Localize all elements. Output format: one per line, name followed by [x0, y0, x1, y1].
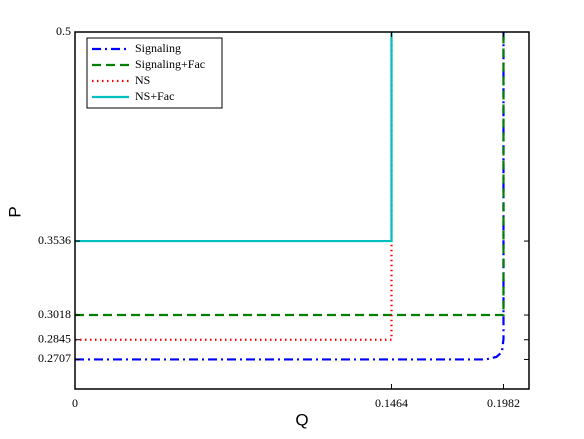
legend-label: Signaling: [135, 41, 181, 55]
series-line: [75, 32, 393, 341]
y-tick-label: 0.2845: [38, 331, 71, 345]
y-tick-label: 0.2707: [38, 351, 71, 365]
x-tick-label: 0.1982: [487, 396, 520, 410]
y-tick-label: 0.3536: [38, 233, 71, 247]
legend-label: Signaling+Fac: [135, 57, 205, 71]
series-line: [75, 32, 505, 317]
legend-label: NS: [135, 73, 150, 87]
y-tick-label: 0.3018: [38, 307, 71, 321]
y-tick-label: 0.5: [56, 24, 71, 38]
x-tick-label: 0: [72, 396, 78, 410]
x-axis-label: Q: [295, 410, 308, 429]
series-line: [75, 32, 393, 243]
legend-label: NS+Fac: [135, 89, 174, 103]
series-line: [75, 32, 505, 361]
plot-frame: [74, 31, 530, 390]
y-axis-label: P: [5, 206, 24, 217]
x-tick-label: 0.1464: [375, 396, 408, 410]
